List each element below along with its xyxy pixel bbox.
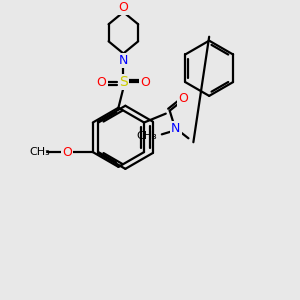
Text: O: O (178, 92, 188, 105)
Text: N: N (171, 122, 180, 135)
Text: O: O (118, 1, 128, 13)
Text: N: N (119, 54, 128, 67)
Text: O: O (140, 76, 150, 88)
Text: CH₃: CH₃ (136, 131, 158, 141)
Text: S: S (119, 75, 128, 89)
Text: O: O (97, 76, 106, 88)
Text: O: O (62, 146, 72, 159)
Text: CH₃: CH₃ (29, 147, 50, 157)
